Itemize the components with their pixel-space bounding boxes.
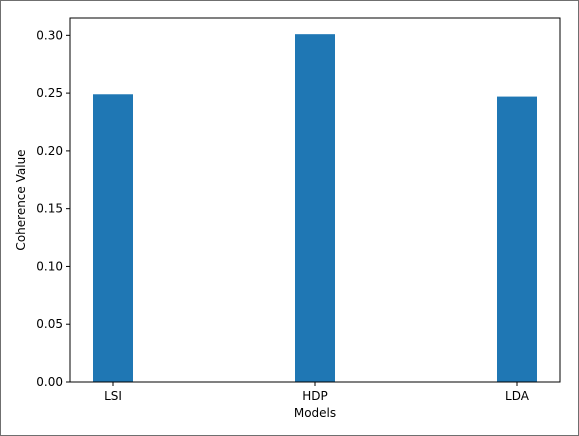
x-tick-label-lsi: LSI xyxy=(104,389,122,403)
x-axis-ticks: LSI HDP LDA xyxy=(104,382,530,403)
bar-lda xyxy=(497,96,537,382)
y-tick-label: 0.10 xyxy=(36,259,63,273)
bar-hdp xyxy=(295,34,335,383)
y-axis-label: Coherence Value xyxy=(14,149,28,250)
y-tick-label: 0.05 xyxy=(36,317,63,331)
x-tick-label-hdp: HDP xyxy=(302,389,328,403)
x-tick-label-lda: LDA xyxy=(505,389,530,403)
y-tick-label: 0.20 xyxy=(36,144,63,158)
y-tick-label: 0.30 xyxy=(36,28,63,42)
x-axis-label: Models xyxy=(294,406,336,420)
bars-layer xyxy=(93,34,537,383)
y-axis-ticks: 0.00 0.05 0.10 0.15 0.20 0.25 0.30 xyxy=(36,28,70,389)
plot-frame xyxy=(69,17,561,383)
y-tick-label: 0.00 xyxy=(36,375,63,389)
bar-lsi xyxy=(93,94,133,383)
y-tick-label: 0.15 xyxy=(36,202,63,216)
y-tick-label: 0.25 xyxy=(36,86,63,100)
